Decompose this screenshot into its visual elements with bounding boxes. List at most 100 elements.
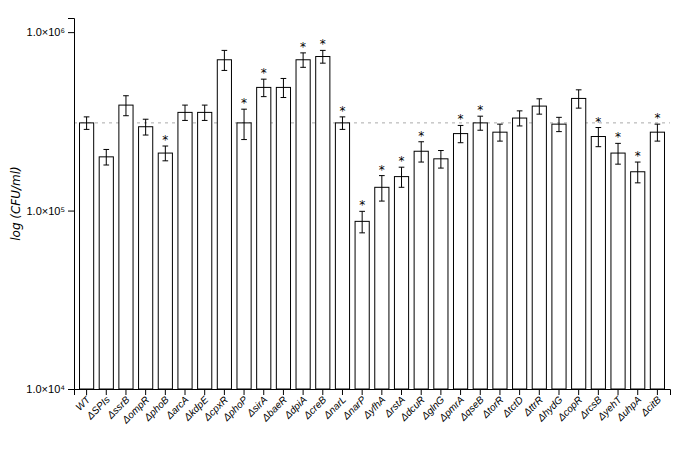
x-tick-mark [185,389,186,395]
x-tick-mark [86,389,87,395]
bar [198,112,212,389]
error-bar [536,99,542,114]
bar [276,87,290,389]
bar [335,123,349,389]
bar [513,118,527,389]
x-tick: ΔcopR [555,389,585,424]
bar [414,151,428,389]
x-tick-mark [283,389,284,395]
plot-area [74,50,670,389]
y-tick: 1.0×10⁴ [26,383,74,395]
bar [493,132,507,389]
error-bar [103,149,109,165]
x-tick-label: ΔcreB [301,394,329,422]
significance-mark: * [241,96,247,110]
bar [217,60,231,389]
bar [375,187,389,389]
significance-mark: * [320,37,326,51]
x-tick: ΔyfhA [360,389,388,421]
x-tick: ΔtorR [479,389,506,421]
x-tick-mark [263,389,264,395]
significance-mark: * [261,66,267,80]
y-tick-mark [68,211,74,212]
x-tick-mark [165,389,166,395]
x-tick-mark [618,389,619,395]
y-tick-mark [68,389,74,390]
x-tick: ΔphoP [220,389,250,424]
bar [237,123,251,389]
error-bar [576,90,582,108]
error-bar [497,124,503,141]
bar [591,137,605,389]
y-axis-line [68,19,75,390]
error-bar [143,119,149,135]
x-tick-mark [460,389,461,395]
error-bar [162,146,168,161]
bar [316,57,330,389]
bar [453,134,467,389]
error-bar [517,111,523,126]
x-tick-label: ΔphoB [141,394,171,424]
bar [257,87,271,389]
bar [473,123,487,389]
y-tick-mark [68,32,74,33]
x-tick: ΔSPIs [84,389,112,422]
x-tick-mark [558,389,559,395]
y-axis-title: log (CFU/ml) [9,166,23,241]
x-tick-label: ΔSPIs [84,394,112,422]
bar [99,157,113,389]
significance-mark: * [359,198,365,212]
x-tick-mark [637,389,638,395]
y-axis: 1.0×10⁴1.0×10⁵1.0×10⁶ [26,19,74,396]
error-bar [556,117,562,131]
x-tick-mark [322,389,323,395]
bar [650,132,664,389]
x-tick-mark [539,389,540,395]
error-bar [596,128,602,147]
significance-mark: * [635,149,641,163]
bar [552,124,566,389]
x-tick-label: ΔphoP [220,394,250,424]
x-tick-label: ΔyfhA [360,394,388,422]
bar [394,177,408,389]
x-tick-mark [421,389,422,395]
x-tick-mark [578,389,579,395]
x-tick-mark [401,389,402,395]
significance-mark: * [595,115,601,129]
error-bar [379,176,385,201]
bar [572,98,586,389]
error-bar [222,50,228,70]
x-tick: ΔtctD [499,389,525,420]
chart: 1.0×10⁴1.0×10⁵1.0×10⁶WTΔSPIsΔssrBΔompRΔp… [0,0,684,451]
bar [434,159,448,389]
error-bar [438,151,444,169]
x-tick-label: ΔqseB [457,394,487,424]
error-bar [359,211,365,233]
x-tick: ΔqseB [457,389,487,423]
bar [178,112,192,389]
x-tick: ΔphoB [141,389,171,424]
y-tick-label: 1.0×10⁶ [27,26,65,38]
error-bar [241,109,247,139]
error-bar [477,116,483,130]
significance-mark: * [162,133,168,147]
x-tick-mark [440,389,441,395]
x-tick-mark [519,389,520,395]
error-bar [123,96,129,116]
error-bar [84,117,90,130]
error-bar [261,79,267,96]
bars [80,57,665,389]
bar [532,106,546,389]
significance-mark: * [399,154,405,168]
x-tick: ΔbaeR [259,389,289,424]
x-tick-mark [657,389,658,395]
x-tick-mark [125,389,126,395]
error-bar [182,105,188,120]
x-tick-mark [204,389,205,395]
error-bar [202,105,208,120]
x-tick-mark [499,389,500,395]
error-bar [458,125,464,142]
x-axis: WTΔSPIsΔssrBΔompRΔphoBΔarcAΔkdpEΔcpxRΔph… [73,389,670,426]
x-tick-label: ΔtctD [499,394,525,420]
x-tick-label: ΔcitB [638,394,663,419]
